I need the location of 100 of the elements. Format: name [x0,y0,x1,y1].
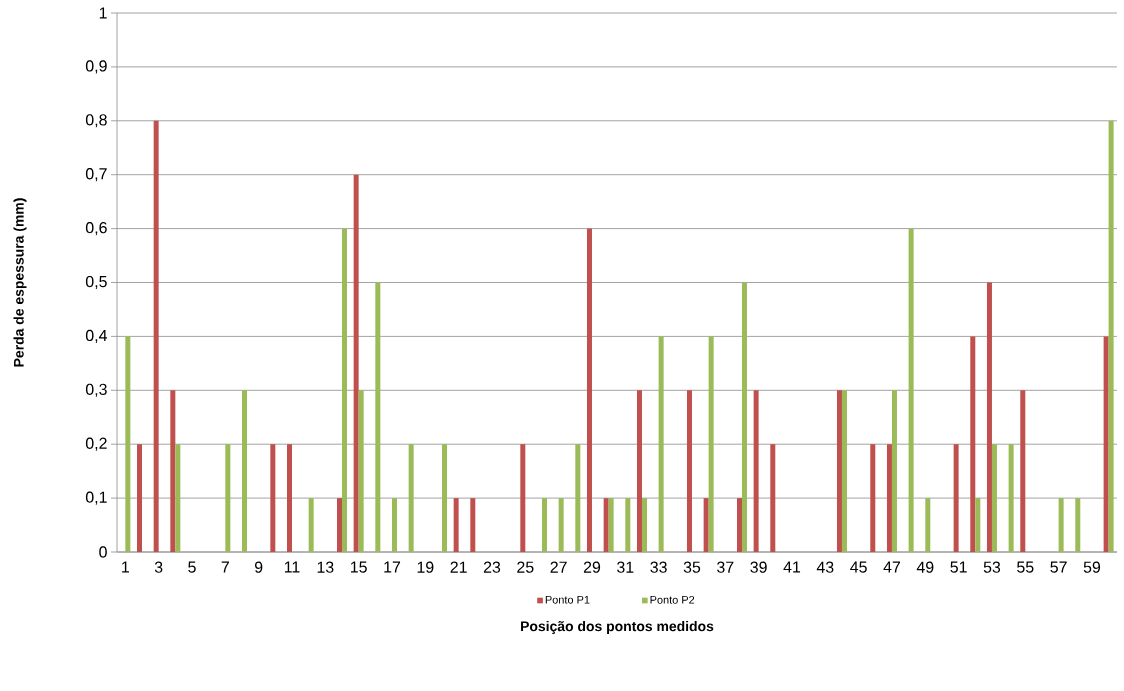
bar [870,444,876,552]
bar [886,444,892,552]
bar [841,390,847,552]
x-tick-label: 19 [417,561,434,573]
bar [658,336,664,552]
bar [125,336,131,552]
y-tick-label: 0,1 [85,491,107,505]
bar [991,444,997,552]
x-tick-label: 33 [650,561,667,573]
bar [970,336,976,552]
bar [137,444,142,552]
bar [770,444,776,552]
y-tick-label: 0,9 [85,60,107,74]
bar [1108,120,1114,552]
y-tick-label: 0,5 [85,275,107,290]
x-tick-label: 41 [783,561,801,573]
x-tick-label: 3 [154,561,163,573]
bar [336,498,342,552]
y-tick-label: 0,3 [85,383,107,397]
y-tick-label: 0,8 [85,114,107,128]
bar [975,498,981,552]
x-tick-label: 31 [617,561,634,573]
x-tick-label: 25 [517,561,534,573]
y-tick-label: 0,6 [85,222,107,236]
x-tick-label: 39 [750,561,767,573]
bar [170,390,176,552]
bar [608,498,614,552]
x-tick-label: 1 [122,561,129,573]
legend-label: Ponto P1 [545,596,590,604]
x-tick-label: 11 [284,561,300,573]
x-axis-title: Posição dos pontos medidos [521,620,714,634]
bar [270,444,276,552]
x-tick-label: 53 [983,561,1001,573]
bar [925,498,931,552]
x-tick-label: 21 [450,561,467,573]
x-tick-label: 17 [384,561,401,573]
x-tick-label: 29 [583,561,601,573]
bar [470,498,476,552]
x-tick-label: 51 [950,561,967,573]
bar [286,444,292,552]
bar [575,444,581,552]
x-tick-label: 57 [1050,561,1067,573]
bar [353,174,359,552]
bar [703,498,709,552]
bar [603,498,609,552]
bar [341,228,347,552]
x-tick-label: 13 [317,561,334,573]
bar [441,444,447,552]
bar [836,390,842,552]
bar [408,444,414,552]
bar [308,498,314,552]
bar [391,498,397,552]
y-tick-label: 0 [99,546,107,558]
x-tick-label: 55 [1017,561,1034,573]
bar [520,444,526,552]
bar [153,120,159,552]
x-tick-label: 5 [188,561,196,573]
x-tick-label: 37 [717,561,734,573]
x-tick-label: 43 [816,561,834,573]
x-tick-label: 15 [351,561,367,573]
bar [753,390,759,552]
bar [225,444,231,552]
y-axis-title: Perda de espessura (mm) [13,198,27,367]
bar [686,390,692,552]
x-tick-label: 47 [883,561,901,573]
x-tick-label: 23 [483,561,501,573]
bar [358,390,364,552]
bar [636,390,642,552]
bar [375,282,381,552]
y-tick-label: 1 [99,7,107,19]
x-tick-label: 59 [1083,561,1101,573]
bar [1020,390,1026,552]
y-tick-label: 0,7 [85,168,107,182]
x-tick-label: 27 [550,561,567,573]
bar [242,390,247,552]
bar [1075,498,1081,552]
bar [453,498,459,552]
x-tick-label: 49 [916,561,934,573]
bar [953,444,959,552]
bar [541,498,547,552]
y-tick-label: 0,4 [85,329,107,343]
y-tick-label: 0,2 [85,437,107,451]
bar [986,282,992,552]
bar [741,282,747,552]
x-tick-label: 45 [850,561,867,573]
x-tick-label: 35 [683,561,701,573]
bar [625,498,631,552]
bar [558,498,564,552]
bar [908,228,914,552]
bar [641,498,647,552]
bar [1103,336,1109,552]
bar [891,390,897,552]
bar [586,228,592,552]
bar [175,444,181,552]
legend-label: Ponto P2 [650,595,695,604]
x-tick-label: 7 [221,561,229,573]
x-tick-label: 9 [254,561,263,573]
bar [708,336,714,552]
bar [1058,498,1064,552]
bar [736,498,742,552]
